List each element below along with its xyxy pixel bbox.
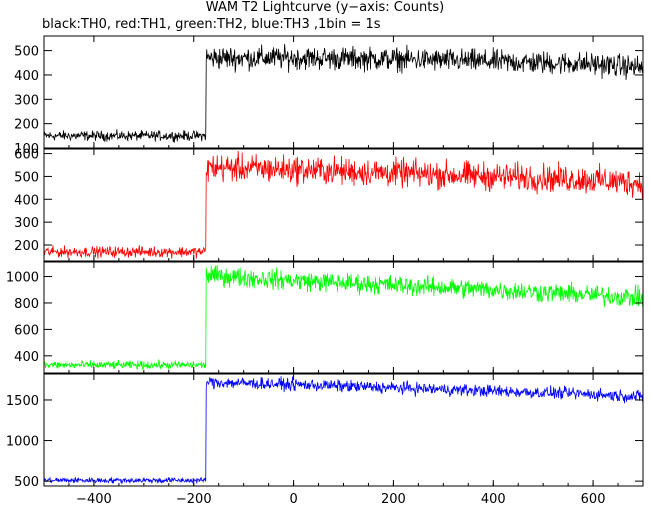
panel-th1-ytick-label: 300 [14, 216, 39, 231]
chart-title: WAM T2 Lightcurve (y−axis: Counts) [205, 0, 445, 15]
panel-th2-ytick-label: 1000 [6, 271, 39, 286]
panel-th2-ytick-label: 800 [14, 297, 39, 312]
panel-th0-ytick-label: 200 [14, 118, 39, 133]
panel-th0-ytick-label: 100 [14, 142, 39, 157]
panel-th2-ytick-label: 400 [14, 350, 39, 365]
panel-th2-frame [43, 261, 644, 374]
chart-subtitle: black:TH0, red:TH1, green:TH2, blue:TH3 … [42, 17, 381, 32]
panel-th3-ytick-label: 1000 [6, 435, 39, 450]
panel-th0-ytick-label: 500 [14, 45, 39, 60]
series-th1-line [43, 151, 644, 259]
panel-th0-ytick-label: 400 [14, 69, 39, 84]
panel-th1-ytick-label: 200 [14, 239, 39, 254]
panel-th3-ytick-label: 1500 [6, 394, 39, 409]
panel-th1-ytick-label: 600 [14, 148, 39, 163]
panel-th0-ytick-label: 300 [14, 93, 39, 108]
panel-th3-ytick-label: 500 [14, 475, 39, 490]
x-tick-label: −200 [176, 492, 212, 505]
series-th0-line [43, 43, 644, 143]
panel-th2-ytick-label: 600 [14, 323, 39, 338]
panel-th1-ytick-label: 400 [14, 193, 39, 208]
x-tick-label: 200 [381, 492, 406, 505]
panel-th1-frame [43, 148, 644, 262]
series-th2-line [43, 265, 644, 371]
x-tick-label: 600 [581, 492, 606, 505]
x-tick-label: 400 [481, 492, 506, 505]
x-tick-label: −400 [76, 492, 112, 505]
panel-th1-ytick-label: 500 [14, 170, 39, 185]
series-th3-line [43, 376, 644, 485]
x-tick-label: 0 [289, 492, 297, 505]
